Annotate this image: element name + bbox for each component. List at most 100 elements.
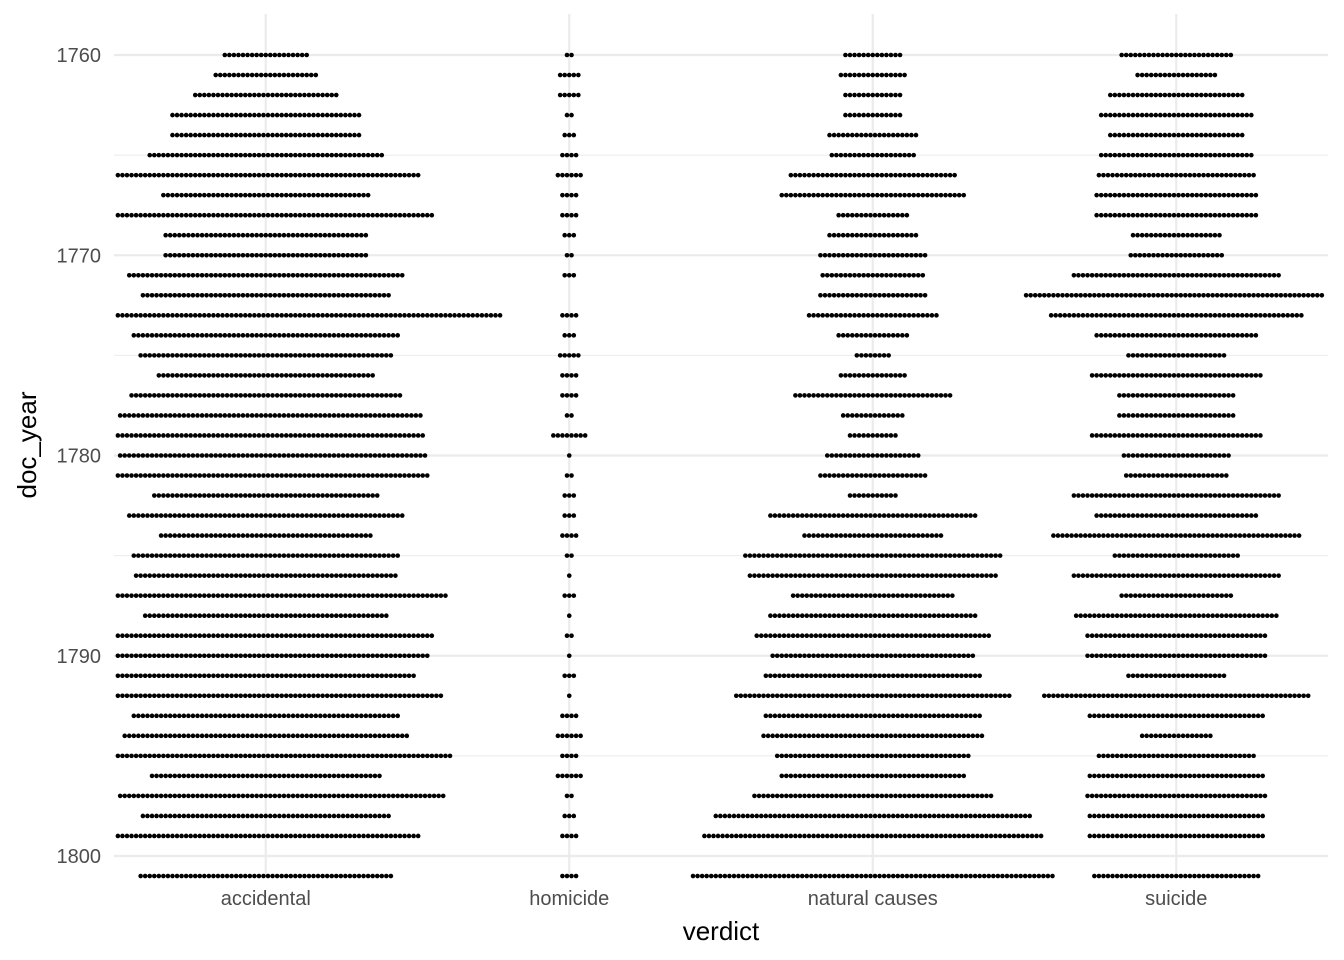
dot-accidental [318, 252, 323, 258]
dot-accidental [220, 653, 225, 659]
dot-accidental [402, 673, 407, 679]
dot-accidental [368, 813, 373, 819]
dot-natural-causes [784, 793, 789, 799]
dot-natural-causes [884, 553, 889, 558]
dot-accidental [329, 192, 335, 198]
dot-natural-causes [936, 513, 942, 518]
dot-suicide [1235, 192, 1240, 198]
dot-accidental [247, 693, 253, 699]
dot-suicide [1180, 673, 1186, 679]
dot-natural-causes [925, 733, 930, 739]
dot-accidental [224, 613, 230, 618]
dot-accidental [315, 92, 321, 98]
dot-natural-causes [872, 613, 878, 618]
dot-natural-causes [854, 813, 860, 819]
dot-accidental [281, 333, 287, 338]
dot-suicide [1185, 72, 1190, 78]
dot-suicide [1224, 52, 1229, 58]
dot-suicide [1230, 192, 1236, 198]
dot-accidental [270, 493, 275, 498]
dot-accidental [288, 473, 294, 478]
dot-natural-causes [884, 192, 889, 198]
dot-natural-causes [718, 873, 723, 879]
dot-natural-causes [836, 333, 841, 338]
dot-accidental [313, 72, 319, 78]
dot-accidental [356, 172, 362, 178]
dot-suicide [1187, 593, 1193, 598]
dot-accidental [124, 593, 130, 598]
dot-natural-causes [743, 693, 748, 699]
dot-accidental [429, 313, 435, 318]
dot-suicide [1178, 52, 1184, 58]
dot-natural-causes [913, 633, 919, 639]
dot-accidental [283, 493, 289, 498]
dot-accidental [265, 833, 271, 839]
dot-natural-causes [809, 633, 814, 639]
dot-suicide [1144, 92, 1149, 98]
dot-suicide [1135, 573, 1140, 578]
dot-accidental [172, 793, 178, 799]
dot-suicide [1112, 272, 1118, 278]
dot-suicide [1162, 433, 1168, 438]
dot-accidental [120, 313, 125, 318]
dot-accidental [247, 493, 253, 498]
dot-accidental [161, 192, 166, 198]
dot-suicide [1203, 553, 1209, 558]
dot-accidental [204, 773, 209, 779]
dot-natural-causes [938, 653, 944, 659]
dot-accidental [270, 132, 275, 138]
dot-accidental [156, 693, 162, 699]
dot-natural-causes [884, 393, 889, 398]
dot-suicide [1155, 252, 1161, 258]
dot-natural-causes [925, 553, 930, 558]
dot-accidental [349, 413, 355, 418]
dot-accidental [161, 172, 166, 178]
dot-accidental [397, 212, 403, 218]
dot-accidental [254, 773, 259, 779]
dot-accidental [192, 753, 198, 759]
dot-natural-causes [781, 713, 787, 719]
dot-accidental [220, 593, 225, 598]
dot-accidental [245, 813, 250, 819]
dot-accidental [286, 713, 291, 719]
dot-natural-causes [925, 753, 930, 759]
dot-accidental [308, 713, 314, 719]
dot-accidental [286, 453, 291, 458]
dot-natural-causes [881, 673, 887, 679]
dot-suicide [1085, 272, 1090, 278]
dot-accidental [177, 773, 182, 779]
dot-accidental [338, 833, 344, 839]
dot-accidental [183, 753, 189, 759]
dot-homicide [569, 713, 574, 719]
dot-natural-causes [779, 833, 785, 839]
dot-accidental [254, 72, 259, 78]
dot-homicide [566, 272, 572, 278]
dot-suicide [1226, 553, 1231, 558]
dot-natural-causes [774, 653, 780, 659]
dot-accidental [333, 132, 339, 138]
dot-accidental [293, 393, 298, 398]
dot-suicide [1230, 653, 1236, 659]
dot-suicide [1198, 72, 1204, 78]
dot-natural-causes [815, 393, 821, 398]
dot-natural-causes [834, 192, 839, 198]
dot-accidental [286, 733, 291, 739]
dot-accidental [352, 633, 357, 639]
dot-homicide [560, 833, 565, 839]
dot-natural-causes [925, 833, 930, 839]
dot-accidental [177, 813, 182, 819]
dot-accidental [233, 393, 239, 398]
dot-accidental [390, 272, 396, 278]
dot-accidental [131, 513, 137, 518]
dot-accidental [181, 713, 187, 719]
dot-natural-causes [881, 333, 887, 338]
dot-accidental [288, 493, 294, 498]
dot-suicide [1153, 433, 1159, 438]
dot-natural-causes [943, 753, 948, 759]
dot-natural-causes [884, 573, 889, 578]
dot-suicide [1144, 673, 1149, 679]
dot-suicide [1098, 152, 1104, 158]
dot-accidental [229, 433, 234, 438]
dot-natural-causes [834, 533, 839, 538]
dot-accidental [322, 533, 328, 538]
